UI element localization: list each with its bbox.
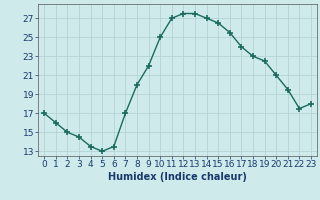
X-axis label: Humidex (Indice chaleur): Humidex (Indice chaleur) [108, 172, 247, 182]
